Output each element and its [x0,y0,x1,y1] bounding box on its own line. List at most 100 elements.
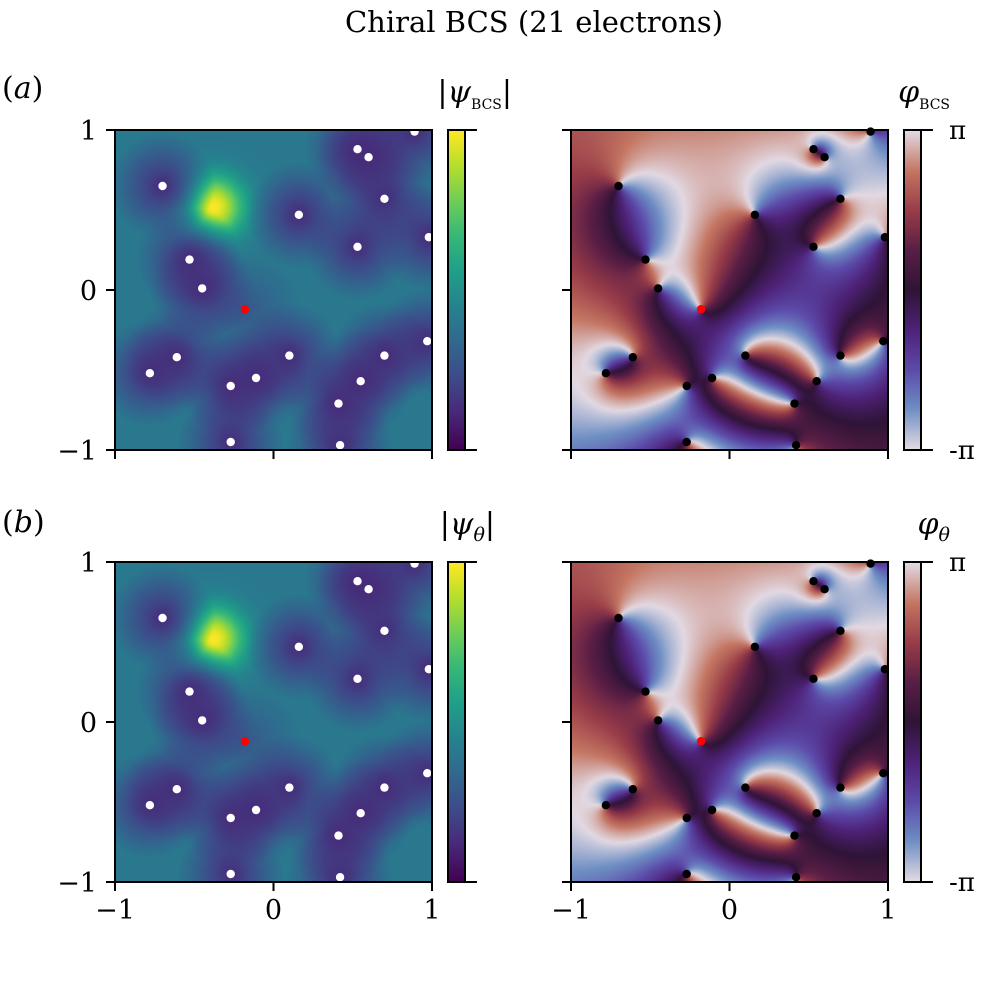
electron-point-12 [836,783,845,792]
electron-point-8 [809,242,818,251]
reference-point [240,737,250,746]
electron-point-10 [197,716,207,725]
electron-point-8 [353,674,362,683]
electron-point-9 [185,687,194,696]
y-tick-label: 0 [80,276,97,307]
y-tick-label: 1 [80,116,97,147]
electron-point-2 [353,577,362,586]
electron-point-10 [197,284,207,293]
electron-point-5 [380,194,389,203]
electron-point-13 [879,769,888,778]
y-tick-label: −1 [57,868,97,899]
electron-point-14 [145,801,155,810]
y-tick-label: 1 [80,548,97,579]
colorbar-frame [447,129,466,451]
electron-point-16 [356,809,365,818]
electron-point-4 [614,181,623,191]
reference-point [696,305,706,314]
electron-point-20 [335,441,345,450]
row-label: (a) [2,71,43,106]
colorbar-tick-label: π [949,548,966,578]
electron-point-3 [820,585,829,594]
chart-title: Chiral BCS (21 electrons) [345,5,723,39]
electron-point-17 [682,381,691,391]
electron-point-11 [285,351,294,360]
electron-point-13 [879,337,888,346]
colorbar [904,130,921,450]
electron-point-4 [158,181,167,191]
electron-point-15 [707,805,717,815]
electron-point-9 [641,687,650,696]
electron-point-17 [226,381,235,391]
electron-point-1 [410,559,419,568]
reference-point [696,737,706,746]
colorbar-tick-label: π [949,116,966,146]
electron-point-9 [185,255,194,264]
electron-point-18 [790,399,799,408]
electron-point-5 [380,626,389,635]
x-tick-label: 0 [265,895,282,926]
electron-point-19 [226,869,235,879]
electron-point-8 [353,242,362,251]
electron-point-1 [866,127,875,136]
x-tick-label: 0 [721,895,738,926]
colorbar-label: |ψθ| [440,507,495,546]
heatmap-image [115,562,432,882]
electron-point-4 [158,613,167,623]
electron-point-16 [812,809,821,818]
panel-2: π -π φBCS [562,75,975,466]
electron-point-20 [791,441,801,450]
electron-point-12 [380,351,389,360]
electron-point-2 [809,577,818,586]
electron-point-14 [601,801,611,810]
panel-1: 1 0 −1 |ψBCS| (a) [2,71,512,467]
electron-point-11 [285,783,294,792]
electron-point-17 [682,813,691,823]
colorbar-label: φBCS [898,75,950,113]
heatmap-image [571,562,888,882]
electron-point-17 [226,813,235,823]
electron-point-10 [653,284,663,293]
colorbar [448,562,465,882]
electron-point-5 [836,194,845,203]
electron-point-14 [601,369,611,378]
colorbar-label: |ψBCS| [437,75,512,113]
reference-point [240,305,250,314]
colorbar-tick-label: -π [949,868,975,898]
electron-point-20 [791,873,801,882]
electron-point-21 [172,785,182,794]
electron-point-7 [880,233,890,242]
y-tick-label: 0 [80,708,97,739]
x-tick-label: 1 [879,895,896,926]
electron-point-21 [628,353,638,362]
heatmap-image [571,130,888,450]
electron-point-18 [334,399,343,408]
electron-point-16 [812,377,821,386]
electron-point-6 [294,642,304,651]
electron-point-11 [741,783,750,792]
electron-point-19 [682,437,691,447]
colorbar [904,562,921,882]
x-tick-label: −1 [95,895,135,926]
colorbar-frame [447,561,466,883]
electron-point-18 [334,831,343,840]
colorbar-tick-label: -π [949,436,975,466]
heatmap-image [115,130,432,450]
electron-point-3 [364,153,373,162]
electron-point-4 [614,613,623,623]
electron-point-16 [356,377,365,386]
electron-point-15 [251,805,261,815]
colorbar-frame [903,561,922,883]
electron-point-18 [790,831,799,840]
electron-point-2 [809,145,818,154]
electron-point-2 [353,145,362,154]
electron-point-20 [335,873,345,882]
electron-point-6 [294,210,304,219]
x-tick-label: 1 [423,895,440,926]
electron-point-15 [251,373,261,383]
electron-point-3 [364,585,373,594]
colorbar [448,130,465,450]
electron-point-21 [628,785,638,794]
electron-point-19 [226,437,235,447]
electron-point-15 [707,373,717,383]
